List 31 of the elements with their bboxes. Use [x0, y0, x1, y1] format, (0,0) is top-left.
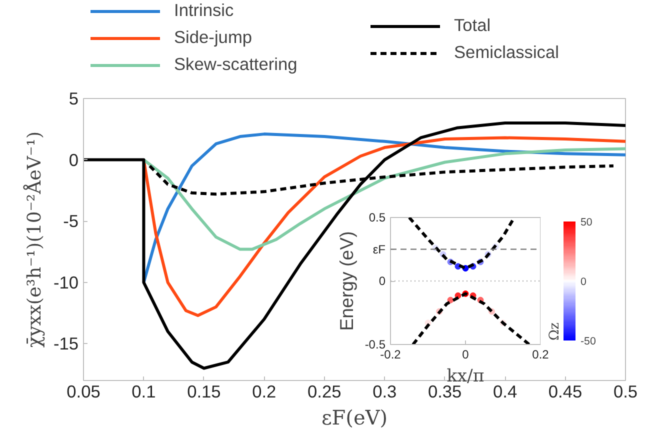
color-bar-label: -50 — [580, 336, 596, 348]
x-axis-title: εF(eV) — [321, 406, 388, 430]
x-tick-label: 0.1 — [132, 382, 156, 402]
x-tick-label: 0.45 — [548, 382, 582, 402]
y-tick-label: -5 — [63, 211, 79, 232]
x-tick-label: 0.4 — [493, 382, 518, 402]
x-tick-label: 0.05 — [66, 382, 100, 402]
x-tick-label: 0.2 — [532, 348, 550, 362]
color-bar-label: 0 — [580, 276, 586, 288]
y-tick-label: 5 — [68, 88, 79, 108]
legend-label: Total — [454, 15, 491, 36]
legend-label: Intrinsic — [174, 0, 234, 21]
y-tick-label: -15 — [53, 334, 78, 354]
y-tick-label: 0 — [68, 150, 79, 170]
x-tick-label: 0.5 — [613, 382, 638, 402]
x-tick-label: 0.3 — [372, 382, 397, 402]
y-axis-title: χ̄yxx(e³h⁻¹)(10⁻²ÅeV⁻¹) — [22, 131, 46, 348]
x-tick-label: 0.15 — [187, 382, 221, 402]
x-tick-label: 0.2 — [252, 382, 276, 402]
legend-label: Skew-scattering — [174, 54, 298, 75]
color-bar-title: Ωz — [548, 322, 562, 340]
y-tick-label: 0 — [378, 274, 386, 288]
color-bar-label: 50 — [580, 216, 592, 228]
legend-label: Semiclassical — [454, 42, 559, 63]
x-tick-label: 0.25 — [308, 382, 342, 402]
y-tick-label: -10 — [53, 272, 78, 292]
legend-label: Side-jump — [174, 27, 252, 48]
y-axis-title: Energy (eV) — [336, 231, 357, 331]
ref-line-label: εF — [372, 242, 386, 256]
x-tick-label: 0 — [462, 348, 470, 362]
y-tick-label: 0.5 — [368, 210, 386, 224]
